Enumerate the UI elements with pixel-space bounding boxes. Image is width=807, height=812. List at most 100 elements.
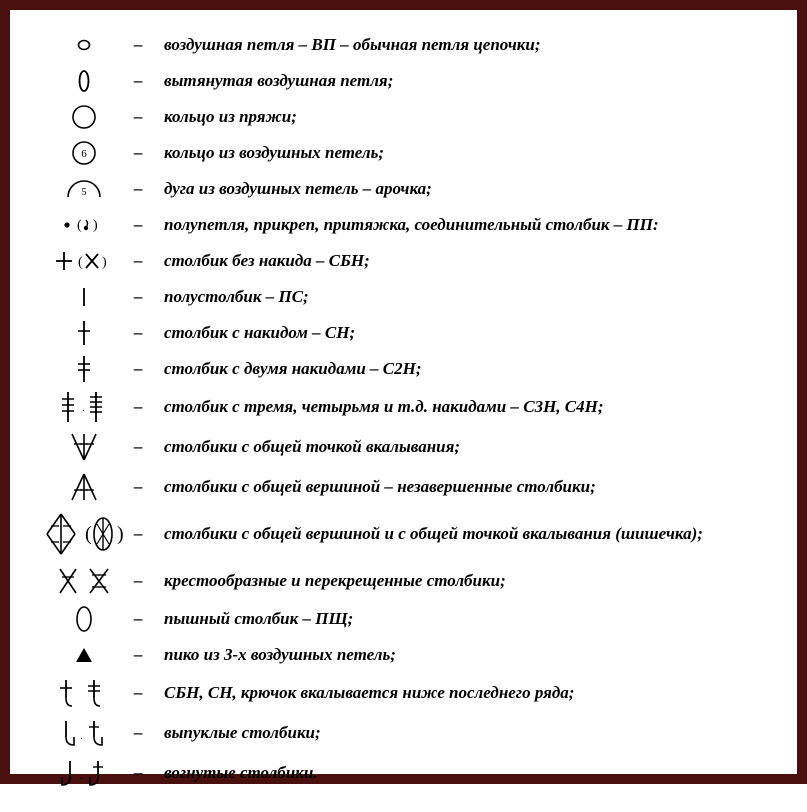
svg-text:(: ( — [85, 523, 92, 545]
symbol-cell: . — [34, 757, 134, 789]
dc-two-cross-icon — [74, 353, 94, 385]
description-cell: воздушная петля – ВП – обычная петля цеп… — [164, 34, 773, 55]
legend-row: . – вогнутые столбики. — [34, 754, 773, 792]
dc-three-four-cross-icon: . — [54, 389, 114, 425]
crossed-stitches-icon — [54, 565, 114, 597]
cluster-common-base-icon — [64, 430, 104, 464]
symbol-cell: () — [34, 215, 134, 235]
description-cell: вогнутые столбики. — [164, 762, 773, 783]
symbol-cell — [34, 430, 134, 464]
picot-triangle-icon — [73, 645, 95, 665]
dash-cell: – — [134, 524, 164, 544]
yarn-ring-icon — [69, 102, 99, 132]
svg-text:.: . — [80, 768, 83, 782]
description-cell: столбик с тремя, четырьмя и т.д. накидам… — [164, 396, 773, 417]
legend-row: . – выпуклые столбики; — [34, 714, 773, 752]
dash-cell: – — [134, 723, 164, 743]
dash-cell: – — [134, 683, 164, 703]
symbol-cell — [34, 353, 134, 385]
dash-cell: – — [134, 437, 164, 457]
description-cell: столбик с двумя накидами – С2Н; — [164, 358, 773, 379]
symbol-cell — [34, 470, 134, 504]
symbol-cell: 5 — [34, 177, 134, 201]
dash-cell: – — [134, 215, 164, 235]
chain-tall-oval-icon — [73, 67, 95, 95]
chain-arc-icon: 5 — [64, 177, 104, 201]
description-cell: дуга из воздушных петель – арочка; — [164, 178, 773, 199]
legend-row: ( ) – столбики с общей вершиной и с обще… — [34, 508, 773, 560]
symbol-cell — [34, 102, 134, 132]
dc-one-cross-icon — [74, 318, 94, 348]
description-cell: полупетля, прикреп, притяжка, соединител… — [164, 214, 773, 235]
symbol-cell — [34, 565, 134, 597]
half-dc-bar-icon — [74, 284, 94, 310]
dash-cell: – — [134, 397, 164, 417]
description-cell: столбик без накида – СБН; — [164, 250, 773, 271]
dash-cell: – — [134, 323, 164, 343]
legend-table: – воздушная петля – ВП – обычная петля ц… — [10, 10, 797, 812]
symbol-cell: ( ) — [34, 249, 134, 273]
dash-cell: – — [134, 107, 164, 127]
symbol-cell: ( ) — [34, 510, 134, 558]
legend-row: ( ) – столбик без накида – СБН; — [34, 244, 773, 278]
symbol-cell — [34, 318, 134, 348]
description-cell: выпуклые столбики; — [164, 722, 773, 743]
dash-cell: – — [134, 571, 164, 591]
symbol-cell — [34, 676, 134, 710]
legend-row: – воздушная петля – ВП – обычная петля ц… — [34, 28, 773, 62]
svg-text:.: . — [82, 400, 85, 414]
symbol-cell — [34, 645, 134, 665]
dash-cell: – — [134, 763, 164, 783]
symbol-cell — [34, 34, 134, 56]
puff-oval-icon — [72, 604, 96, 634]
legend-row: . – столбик с тремя, четырьмя и т.д. нак… — [34, 388, 773, 426]
svg-text:): ) — [93, 218, 98, 233]
hook-below-row-icon — [54, 676, 114, 710]
cluster-common-top-icon — [64, 470, 104, 504]
dash-cell: – — [134, 251, 164, 271]
symbol-cell: 6 — [34, 138, 134, 168]
description-cell: полустолбик – ПС; — [164, 286, 773, 307]
description-cell: столбики с общей вершиной – незавершенны… — [164, 476, 773, 497]
legend-row: – столбик с двумя накидами – С2Н; — [34, 352, 773, 386]
legend-row: – СБН, СН, крючок вкалывается ниже после… — [34, 674, 773, 712]
symbol-cell — [34, 604, 134, 634]
legend-row: – кольцо из пряжи; — [34, 100, 773, 134]
svg-text:6: 6 — [81, 148, 87, 160]
legend-row: – вытянутая воздушная петля; — [34, 64, 773, 98]
dash-cell: – — [134, 645, 164, 665]
symbol-cell: . — [34, 717, 134, 749]
dash-cell: – — [134, 287, 164, 307]
svg-text:(: ( — [77, 218, 82, 233]
legend-row: – столбик с накидом – СН; — [34, 316, 773, 350]
legend-row: – пико из 3-х воздушных петель; — [34, 638, 773, 672]
svg-text:): ) — [102, 255, 107, 270]
legend-row: – пышный столбик – ПЩ; — [34, 602, 773, 636]
symbol-cell: . — [34, 389, 134, 425]
description-cell: кольцо из воздушных петель; — [164, 142, 773, 163]
symbol-cell — [34, 284, 134, 310]
svg-text:5: 5 — [82, 187, 87, 198]
svg-text:(: ( — [78, 255, 83, 270]
svg-text:): ) — [117, 523, 124, 545]
legend-row: – крестообразные и перекрещенные столбик… — [34, 562, 773, 600]
description-cell: пышный столбик – ПЩ; — [164, 608, 773, 629]
dash-cell: – — [134, 359, 164, 379]
description-cell: СБН, СН, крючок вкалывается ниже последн… — [164, 682, 773, 703]
dash-cell: – — [134, 35, 164, 55]
back-post-icon: . — [54, 757, 114, 789]
legend-row: 5 – дуга из воздушных петель – арочка; — [34, 172, 773, 206]
description-cell: столбик с накидом – СН; — [164, 322, 773, 343]
dash-cell: – — [134, 609, 164, 629]
page: – воздушная петля – ВП – обычная петля ц… — [0, 0, 807, 784]
front-post-icon: . — [54, 717, 114, 749]
svg-text:.: . — [80, 728, 83, 742]
description-cell: столбики с общей вершиной и с общей точк… — [164, 523, 773, 544]
sc-plus-x-icon: ( ) — [54, 249, 114, 273]
slip-stitch-dots-icon: () — [59, 215, 109, 235]
dash-cell: – — [134, 71, 164, 91]
legend-row: () – полупетля, прикреп, притяжка, соеди… — [34, 208, 773, 242]
dash-cell: – — [134, 477, 164, 497]
description-cell: вытянутая воздушная петля; — [164, 70, 773, 91]
description-cell: пико из 3-х воздушных петель; — [164, 644, 773, 665]
